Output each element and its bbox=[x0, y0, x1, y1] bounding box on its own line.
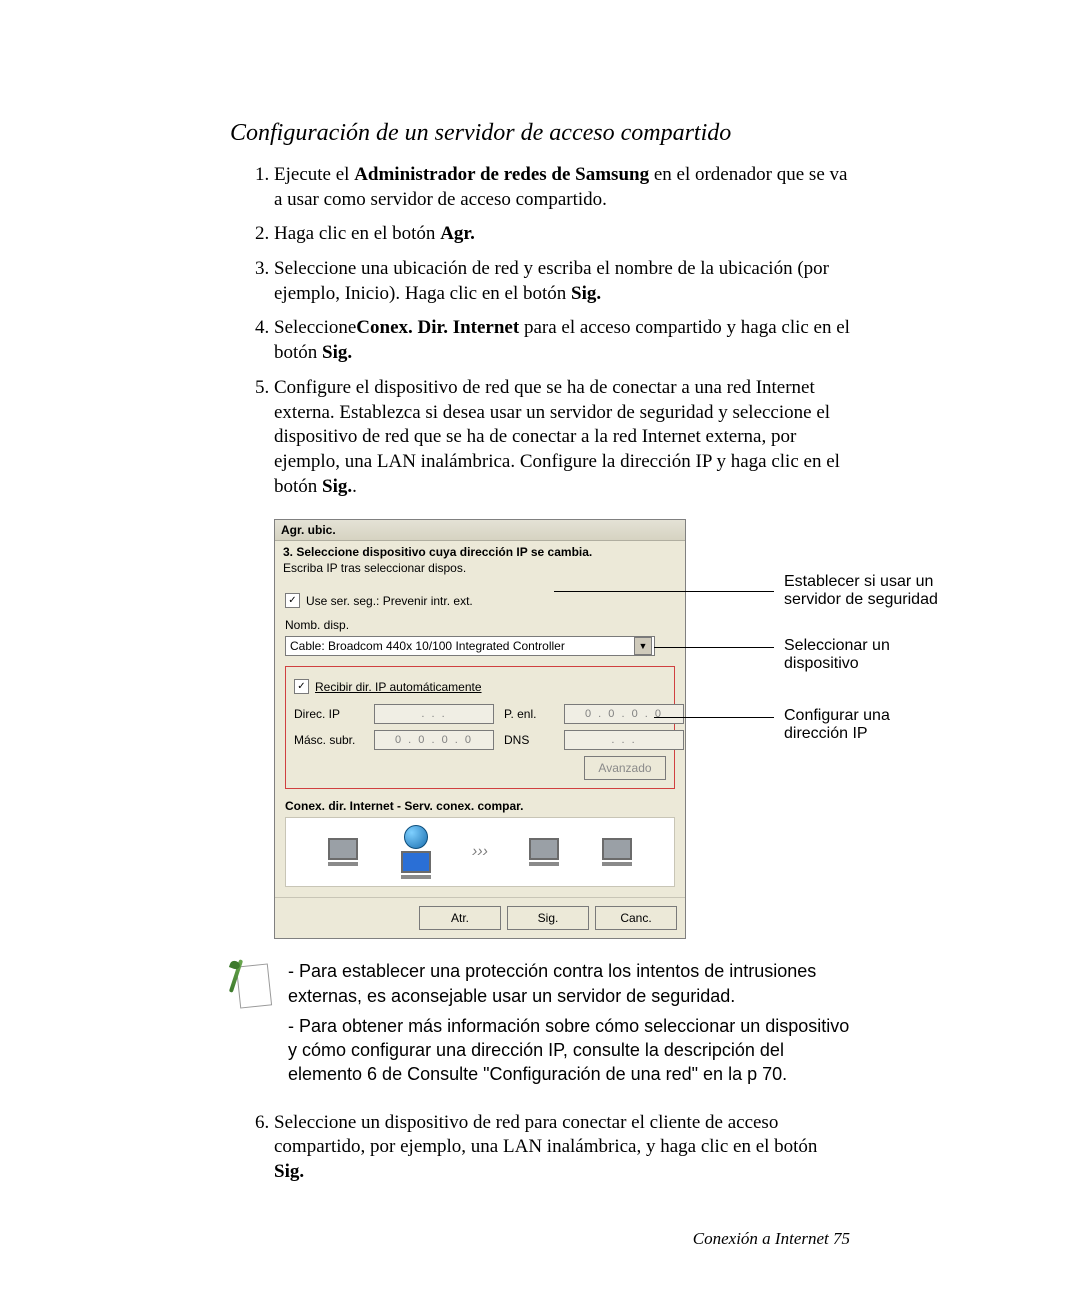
ip-config-group: ✓ Recibir dir. IP automáticamente Direc.… bbox=[285, 666, 675, 789]
share-title: Conex. dir. Internet - Serv. conex. comp… bbox=[285, 799, 675, 813]
text-bold: Administrador de redes de Samsung bbox=[354, 164, 649, 185]
auto-ip-row[interactable]: ✓ Recibir dir. IP automáticamente bbox=[294, 679, 666, 694]
device-dropdown[interactable]: Cable: Broadcom 440x 10/100 Integrated C… bbox=[285, 636, 655, 656]
callout-security: Establecer si usar un servidor de seguri… bbox=[784, 573, 954, 609]
device-label: Nomb. disp. bbox=[285, 618, 675, 632]
laptop-icon bbox=[527, 838, 561, 866]
text-bold: Sig. bbox=[322, 342, 352, 363]
dns-label: DNS bbox=[504, 733, 554, 747]
note-block: - Para establecer una protección contra … bbox=[230, 959, 850, 1086]
checkbox-icon[interactable]: ✓ bbox=[294, 679, 309, 694]
back-button[interactable]: Atr. bbox=[419, 906, 501, 930]
steps-list-cont: Seleccione un dispositivo de red para co… bbox=[230, 1111, 850, 1185]
gateway-label: P. enl. bbox=[504, 707, 554, 721]
ip-field[interactable]: . . . bbox=[374, 704, 494, 724]
text: Seleccione bbox=[274, 317, 356, 338]
chevron-down-icon[interactable]: ▼ bbox=[634, 637, 652, 655]
callout-ip: Configurar una dirección IP bbox=[784, 707, 954, 743]
cancel-button[interactable]: Canc. bbox=[595, 906, 677, 930]
use-security-row[interactable]: ✓ Use ser. seg.: Prevenir intr. ext. bbox=[285, 593, 675, 608]
callout-line bbox=[554, 591, 774, 592]
text: Seleccione un dispositivo de red para co… bbox=[274, 1112, 817, 1158]
text-bold: Agr. bbox=[440, 223, 475, 244]
note-icon bbox=[230, 959, 270, 1007]
dialog-title: Agr. ubic. bbox=[275, 520, 685, 541]
step-5: Configure el dispositivo de red que se h… bbox=[274, 376, 850, 499]
callout-line bbox=[654, 647, 774, 648]
checkbox-label: Recibir dir. IP automáticamente bbox=[315, 680, 482, 694]
step-4: SeleccioneConex. Dir. Internet para el a… bbox=[274, 316, 850, 365]
text: Ejecute el bbox=[274, 164, 354, 185]
callout-device: Seleccionar un dispositivo bbox=[784, 637, 954, 673]
next-button[interactable]: Sig. bbox=[507, 906, 589, 930]
page-footer: Conexión a Internet 75 bbox=[693, 1229, 850, 1249]
gateway-field[interactable]: 0 . 0 . 0 . 0 bbox=[564, 704, 684, 724]
server-icon bbox=[399, 851, 433, 879]
step-1: Ejecute el Administrador de redes de Sam… bbox=[274, 163, 850, 212]
text: . bbox=[352, 476, 357, 497]
pc-icon bbox=[326, 838, 360, 866]
text-bold: Sig. bbox=[274, 1161, 304, 1182]
text: Configure el dispositivo de red que se h… bbox=[274, 377, 840, 497]
globe-icon bbox=[404, 825, 428, 849]
text: Seleccione una ubicación de red y escrib… bbox=[274, 258, 829, 304]
note-text: - Para establecer una protección contra … bbox=[288, 959, 850, 1008]
laptop-icon bbox=[600, 838, 634, 866]
dropdown-value: Cable: Broadcom 440x 10/100 Integrated C… bbox=[290, 639, 565, 653]
ip-label: Direc. IP bbox=[294, 707, 364, 721]
text-bold: Sig. bbox=[322, 476, 352, 497]
dialog-subheading: Escriba IP tras seleccionar dispos. bbox=[275, 561, 685, 581]
checkbox-icon[interactable]: ✓ bbox=[285, 593, 300, 608]
steps-list: Ejecute el Administrador de redes de Sam… bbox=[230, 163, 850, 499]
advanced-button[interactable]: Avanzado bbox=[584, 756, 666, 780]
mask-field[interactable]: 0 . 0 . 0 . 0 bbox=[374, 730, 494, 750]
text-bold: Sig. bbox=[571, 283, 601, 304]
dns-field[interactable]: . . . bbox=[564, 730, 684, 750]
note-text: - Para obtener más información sobre cóm… bbox=[288, 1014, 850, 1087]
network-diagram: ››› bbox=[285, 817, 675, 887]
text-bold: Conex. Dir. Internet bbox=[356, 317, 519, 338]
callout-line bbox=[654, 717, 774, 718]
dialog-heading: 3. Seleccione dispositivo cuya dirección… bbox=[275, 541, 685, 561]
checkbox-label: Use ser. seg.: Prevenir intr. ext. bbox=[306, 594, 473, 608]
text: Haga clic en el botón bbox=[274, 223, 440, 244]
step-2: Haga clic en el botón Agr. bbox=[274, 222, 850, 247]
wifi-icon: ››› bbox=[472, 843, 488, 861]
step-3: Seleccione una ubicación de red y escrib… bbox=[274, 257, 850, 306]
mask-label: Másc. subr. bbox=[294, 733, 364, 747]
dialog-screenshot: Agr. ubic. 3. Seleccione dispositivo cuy… bbox=[274, 519, 834, 939]
section-title: Configuración de un servidor de acceso c… bbox=[230, 120, 850, 147]
step-6: Seleccione un dispositivo de red para co… bbox=[274, 1111, 850, 1185]
